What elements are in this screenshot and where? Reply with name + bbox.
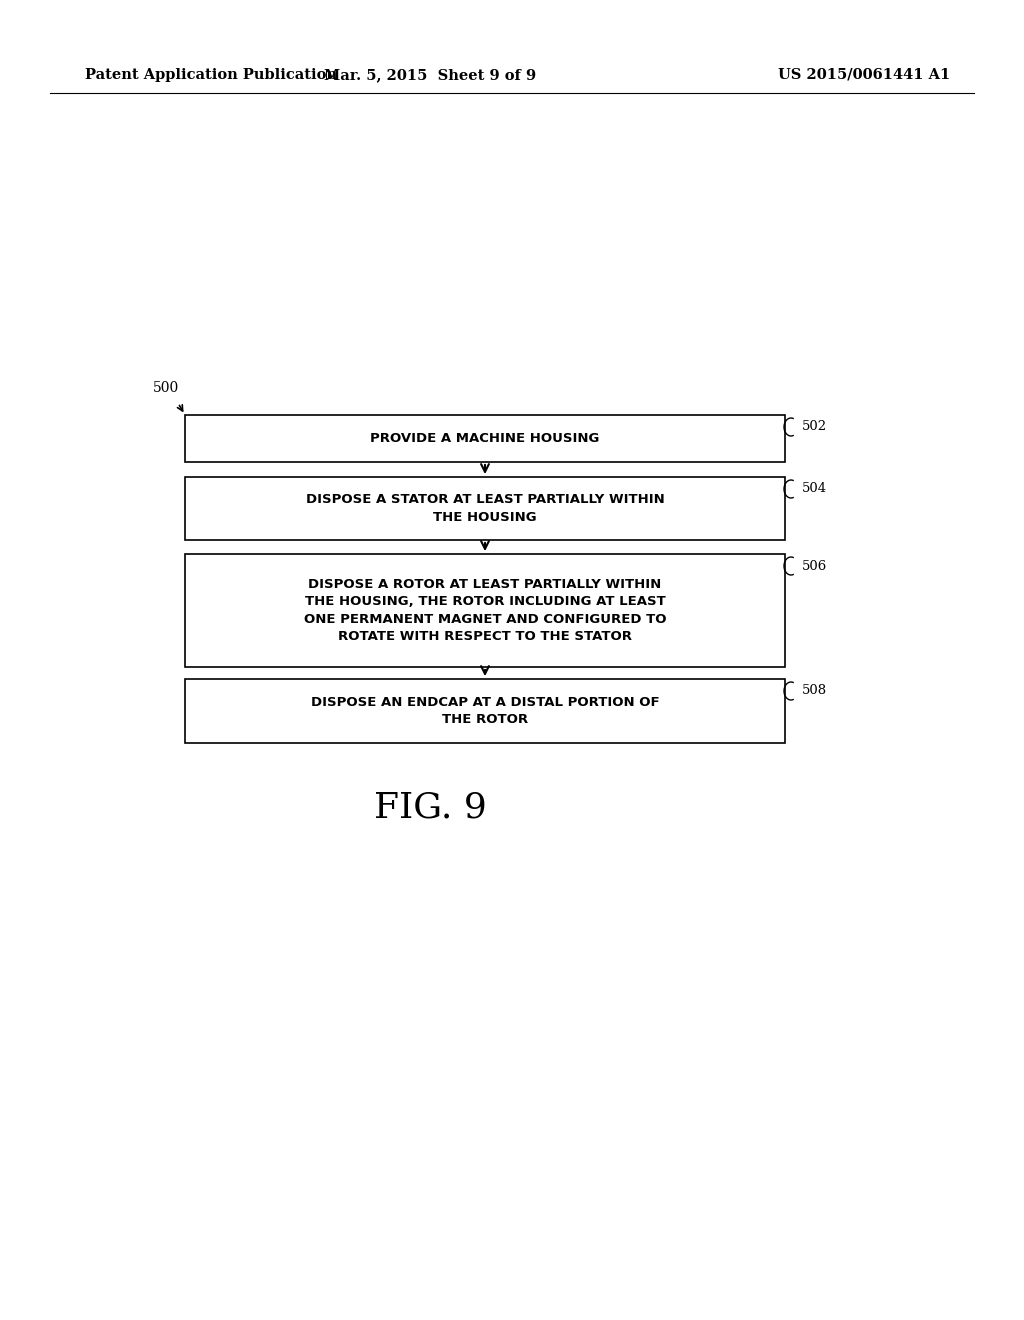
Text: 500: 500 <box>153 381 179 395</box>
Text: 508: 508 <box>802 685 827 697</box>
Text: 504: 504 <box>802 483 827 495</box>
Text: Mar. 5, 2015  Sheet 9 of 9: Mar. 5, 2015 Sheet 9 of 9 <box>324 69 536 82</box>
Text: FIG. 9: FIG. 9 <box>374 791 486 825</box>
Text: DISPOSE AN ENDCAP AT A DISTAL PORTION OF
THE ROTOR: DISPOSE AN ENDCAP AT A DISTAL PORTION OF… <box>310 696 659 726</box>
Text: DISPOSE A STATOR AT LEAST PARTIALLY WITHIN
THE HOUSING: DISPOSE A STATOR AT LEAST PARTIALLY WITH… <box>305 494 665 524</box>
Text: US 2015/0061441 A1: US 2015/0061441 A1 <box>778 69 950 82</box>
Bar <box>185 414 785 462</box>
Bar <box>185 554 785 667</box>
Text: 502: 502 <box>802 421 827 433</box>
Bar <box>185 678 785 743</box>
Text: PROVIDE A MACHINE HOUSING: PROVIDE A MACHINE HOUSING <box>371 432 600 445</box>
Text: Patent Application Publication: Patent Application Publication <box>85 69 337 82</box>
Text: DISPOSE A ROTOR AT LEAST PARTIALLY WITHIN
THE HOUSING, THE ROTOR INCLUDING AT LE: DISPOSE A ROTOR AT LEAST PARTIALLY WITHI… <box>304 578 667 643</box>
Bar <box>185 477 785 540</box>
Text: 506: 506 <box>802 560 827 573</box>
